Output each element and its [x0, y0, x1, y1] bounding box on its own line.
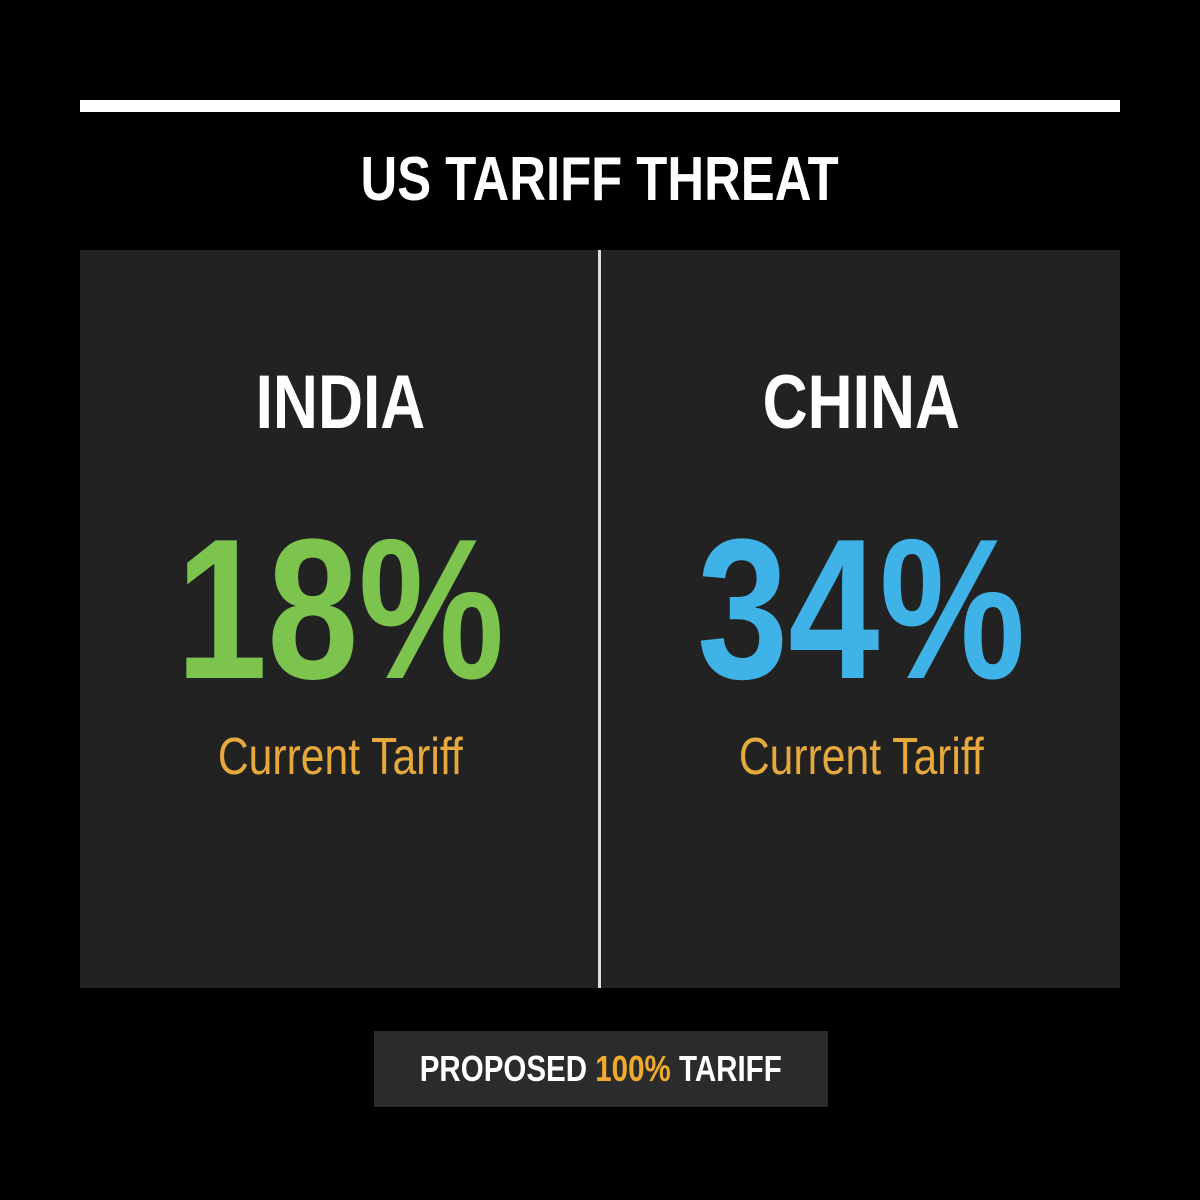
panel-india: INDIA 18% Current Tariff [80, 250, 600, 988]
country: INDIA [255, 360, 425, 445]
footer-highlight: 100% [595, 1048, 672, 1089]
footer-prefix: PROPOSED [419, 1048, 588, 1089]
tariff-label: Current Tariff [217, 728, 463, 786]
tariff-label: Current Tariff [738, 728, 984, 786]
country: CHINA [762, 360, 960, 445]
title: US TARIFF THREAT [0, 140, 1200, 220]
tariff-value: 18% [175, 498, 505, 721]
top-rule [80, 100, 1120, 112]
footer-text: PROPOSED 100% TARIFF [420, 1031, 782, 1107]
title-text: US TARIFF THREAT [360, 145, 840, 214]
footer: PROPOSED 100% TARIFF [374, 1031, 828, 1107]
footer-suffix: TARIFF [679, 1048, 782, 1089]
tariff-value: 34% [696, 498, 1026, 721]
panel-china: CHINA 34% Current Tariff [601, 250, 1121, 988]
divider [598, 250, 601, 988]
